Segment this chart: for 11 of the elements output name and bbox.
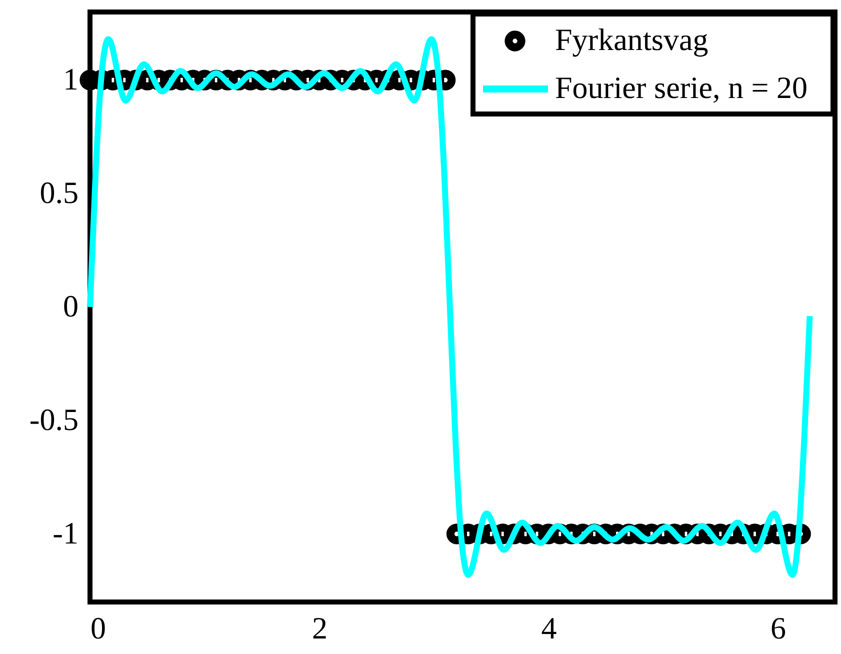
x-tick-label: 6 [770, 610, 786, 646]
legend-label: Fourier serie, n = 20 [555, 70, 808, 105]
x-tick-label: 4 [541, 610, 558, 646]
y-tick-label: 0.5 [40, 175, 78, 210]
y-tick-label: -1 [52, 515, 78, 550]
y-tick-label: 1 [63, 62, 78, 97]
y-tick-label: 0 [63, 288, 78, 324]
y-tick-label: -0.5 [29, 402, 78, 437]
legend-label: Fyrkantsvag [555, 22, 708, 57]
x-tick-label: 0 [90, 610, 106, 646]
x-tick-label: 2 [312, 610, 328, 646]
